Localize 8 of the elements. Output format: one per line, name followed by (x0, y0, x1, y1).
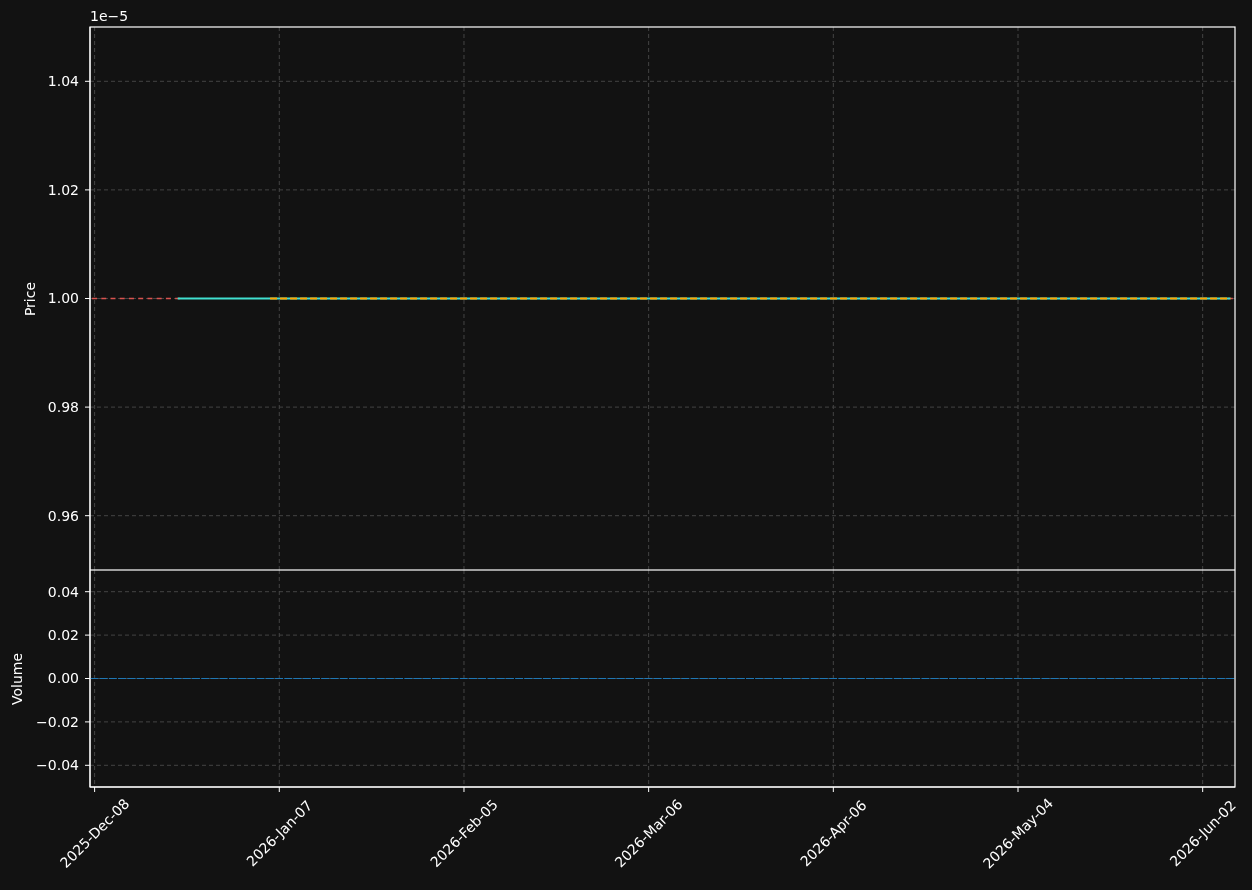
y-axis-title: Volume (9, 652, 25, 705)
y-tick-label: 0.00 (47, 670, 79, 687)
y-tick-label: −0.04 (36, 757, 80, 774)
y-tick-label: 0.98 (47, 399, 79, 416)
y-tick-label: 0.96 (47, 507, 80, 524)
y-tick-label: 0.02 (47, 627, 79, 644)
y-tick-label: −0.02 (36, 713, 79, 730)
y-tick-label: 0.04 (47, 583, 80, 600)
